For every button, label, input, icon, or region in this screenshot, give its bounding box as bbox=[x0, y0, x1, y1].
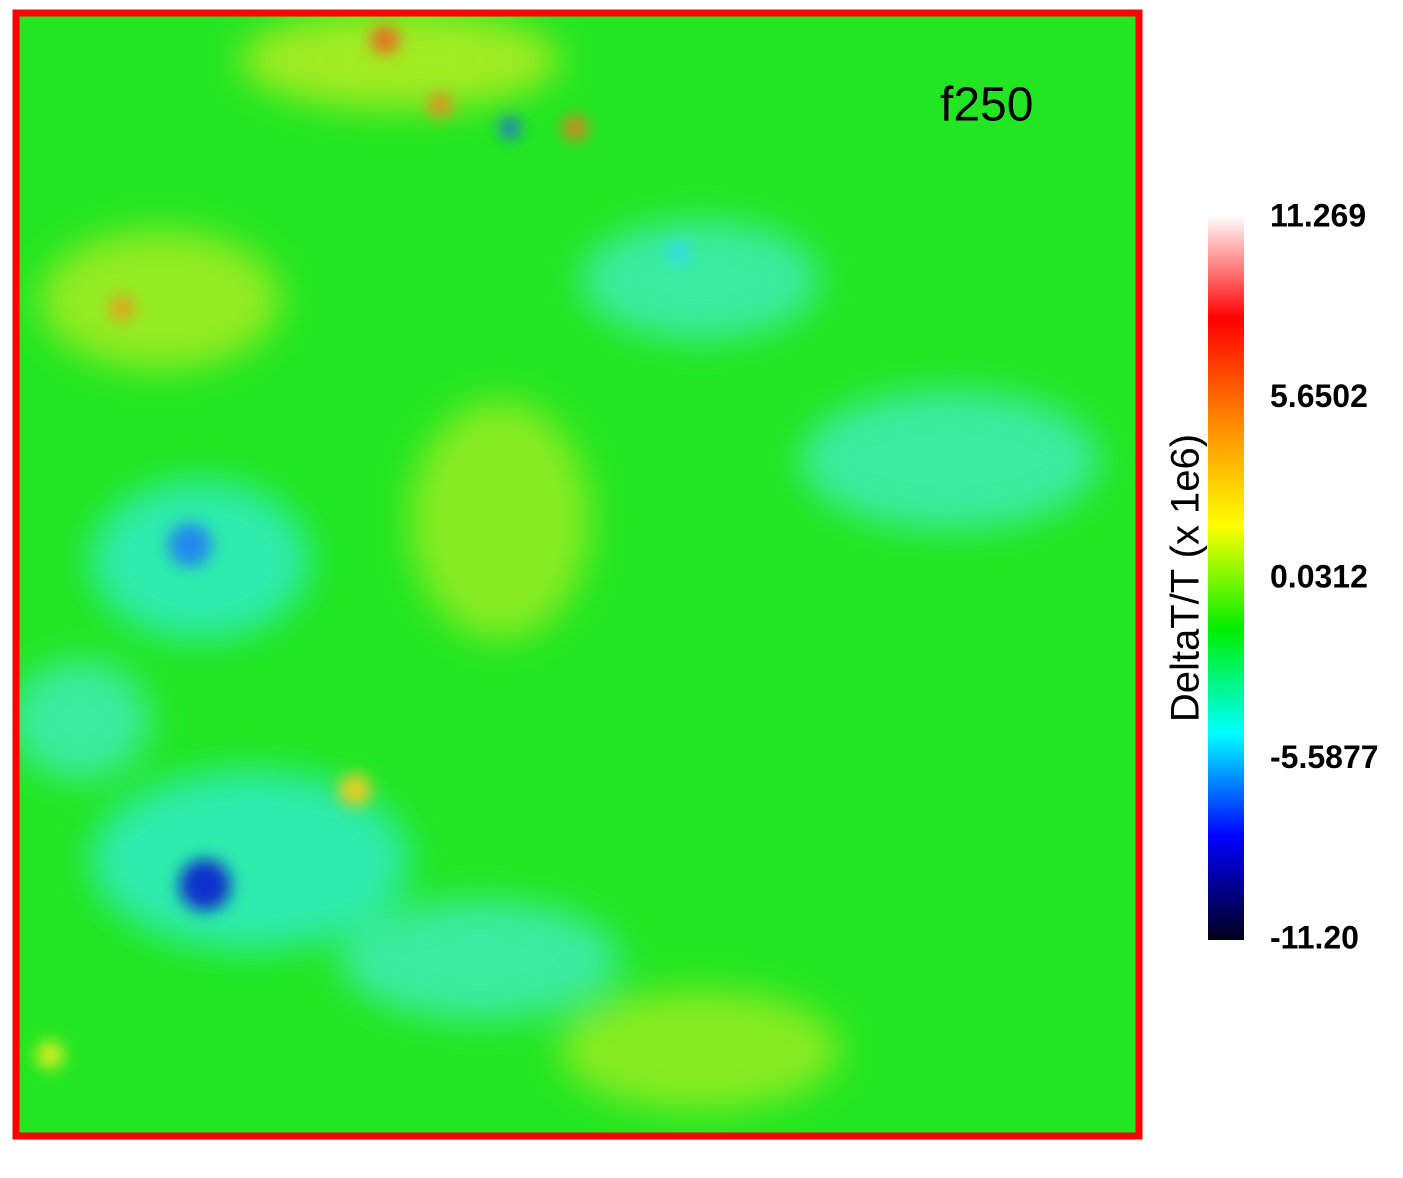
colorbar-title: DeltaT/T (x 1e6) bbox=[1164, 434, 1208, 722]
colorbar-tick-label: -11.20 bbox=[1270, 919, 1359, 955]
field: f250 bbox=[15, 12, 1140, 1137]
colorbar bbox=[1208, 215, 1244, 940]
colorbar-tick-label: 11.269 bbox=[1270, 197, 1366, 233]
colorbar-tick-label: 5.6502 bbox=[1270, 378, 1368, 414]
map-label: f250 bbox=[940, 79, 1033, 132]
colorbar-tick-label: 0.0312 bbox=[1270, 559, 1368, 595]
colorbar-tick-label: -5.5877 bbox=[1270, 739, 1379, 775]
frame bbox=[12, 9, 1143, 1140]
